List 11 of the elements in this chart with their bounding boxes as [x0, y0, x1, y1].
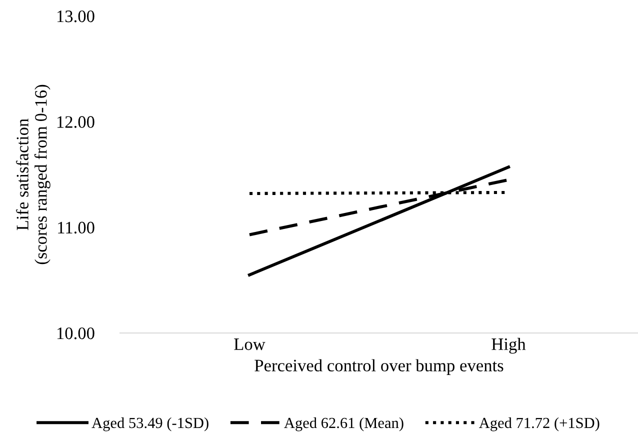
y-tick-label: 10.00 — [57, 327, 94, 340]
legend-label: Aged 71.72 (+1SD) — [479, 417, 600, 432]
x-tick-label: High — [492, 338, 526, 354]
y-tick-label: 12.00 — [57, 116, 94, 128]
x-axis-title: Perceived control over bump events — [254, 359, 504, 375]
x-tick-label: Low — [234, 338, 266, 350]
legend-label: Aged 53.49 (-1SD) — [92, 417, 208, 432]
y-axis-title: Life satisfaction (scores ranged from 0-16) — [16, 84, 50, 264]
y-tick-label: 11.00 — [58, 222, 94, 234]
legend-label: Aged 62.61 (Mean) — [284, 417, 404, 432]
y-tick-label: 13.00 — [57, 10, 94, 22]
